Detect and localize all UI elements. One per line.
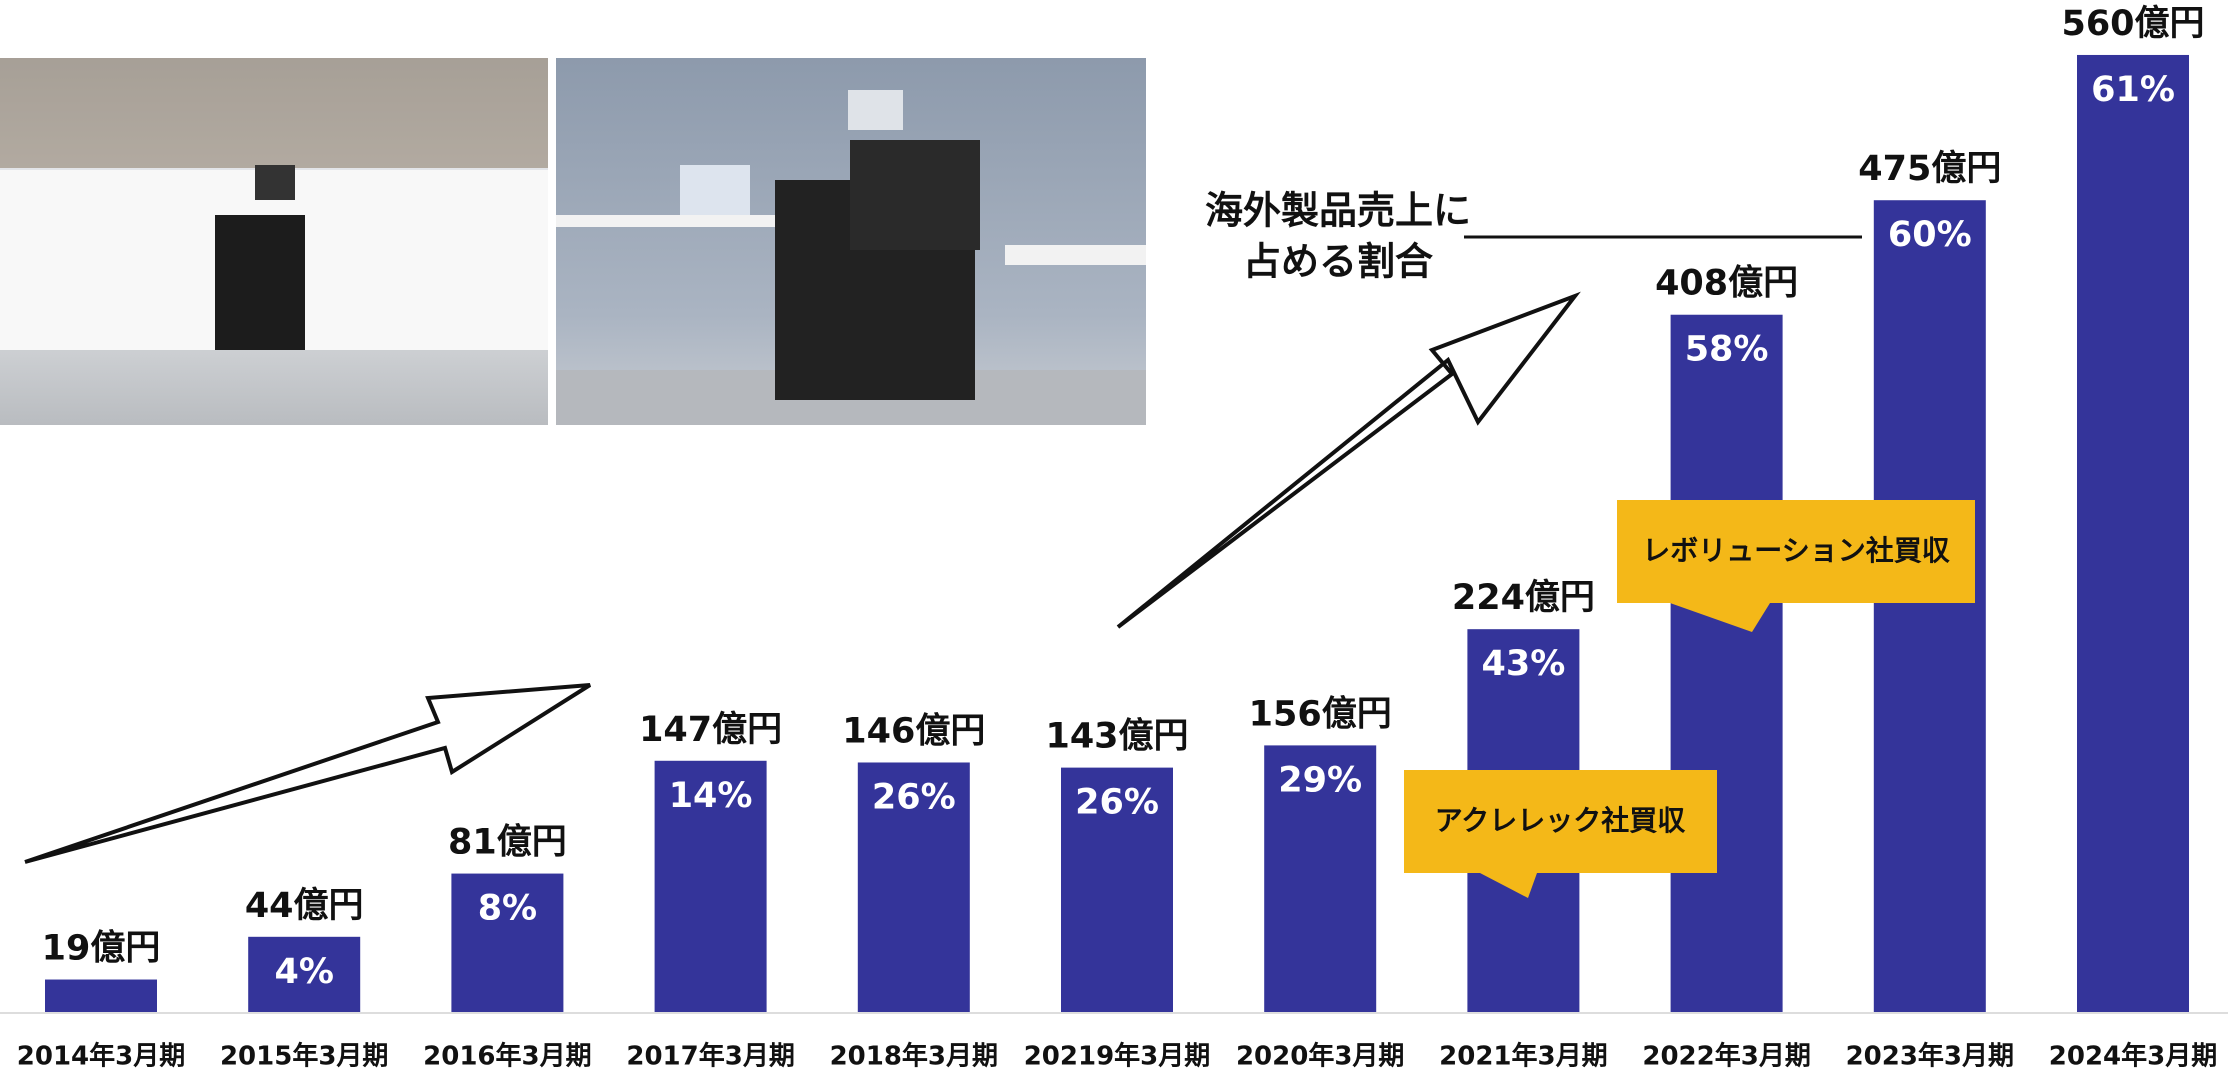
value-label: 81億円 — [448, 823, 567, 863]
value-label: 147億円 — [639, 710, 782, 750]
share-label: 58% — [1685, 330, 1769, 370]
callout-box — [1404, 770, 1717, 898]
x-tick-label: 2014年3月期 — [17, 1041, 185, 1072]
share-label: 61% — [2091, 70, 2175, 110]
x-tick-label: 2016年3月期 — [423, 1041, 591, 1072]
photo-store — [0, 58, 548, 425]
bar — [1061, 767, 1173, 1012]
value-label: 146億円 — [842, 711, 985, 751]
share-label: 26% — [872, 777, 956, 817]
bar — [1264, 745, 1377, 1012]
note: 占める割合 — [1243, 240, 1433, 284]
growth-arrow — [24, 683, 592, 864]
share-label: 60% — [1888, 215, 1972, 255]
x-tick-label: 2023年3月期 — [1846, 1041, 2014, 1072]
x-tick-label: 2015年3月期 — [220, 1041, 388, 1072]
share-label: 4% — [274, 952, 333, 992]
share-label: 26% — [1075, 783, 1159, 823]
x-tick-label: 2018年3月期 — [830, 1041, 998, 1072]
share-label: 8% — [478, 889, 537, 929]
bar — [1670, 314, 1783, 1012]
note: 海外製品売上に — [1205, 189, 1471, 233]
share-label: 43% — [1482, 644, 1566, 684]
value-label: 143億円 — [1045, 717, 1188, 757]
callout-text: アクレレック社買収 — [1435, 804, 1687, 837]
bar — [45, 979, 157, 1012]
bar — [451, 873, 564, 1012]
photo-machine — [556, 58, 1146, 425]
value-label: 475億円 — [1858, 149, 2001, 189]
x-tick-label: 2021年3月期 — [1439, 1041, 1607, 1072]
callout-text: レボリューション社買収 — [1642, 534, 1950, 567]
value-label: 408億円 — [1655, 264, 1798, 304]
callouts: アクレレック社買収 レボリューション社買収 — [1404, 500, 1975, 898]
bar — [654, 760, 767, 1012]
growth-arrow — [1116, 291, 1581, 629]
value-label: 44億円 — [245, 886, 364, 926]
callout-box — [1617, 500, 1975, 632]
value-label: 19億円 — [42, 929, 161, 969]
x-tick-label: 2017年3月期 — [626, 1041, 794, 1072]
bars: 2014年3月期 19億円 2015年3月期 44億円 4% 2016年3月期 81億円 8%… — [17, 4, 2217, 1072]
value-label: 224億円 — [1452, 578, 1595, 618]
share-label: 29% — [1278, 760, 1362, 800]
x-tick-label: 20219年3月期 — [1024, 1041, 1211, 1072]
bar — [1873, 200, 1986, 1013]
bar — [2077, 54, 2189, 1012]
share-label: 14% — [669, 776, 753, 816]
bar — [857, 762, 970, 1012]
bar — [248, 936, 361, 1012]
x-tick-label: 2022年3月期 — [1642, 1041, 1810, 1072]
x-tick-label: 2020年3月期 — [1236, 1041, 1404, 1072]
x-tick-label: 2024年3月期 — [2049, 1041, 2217, 1072]
value-label: 156億円 — [1249, 694, 1392, 734]
value-label: 560億円 — [2061, 4, 2204, 44]
